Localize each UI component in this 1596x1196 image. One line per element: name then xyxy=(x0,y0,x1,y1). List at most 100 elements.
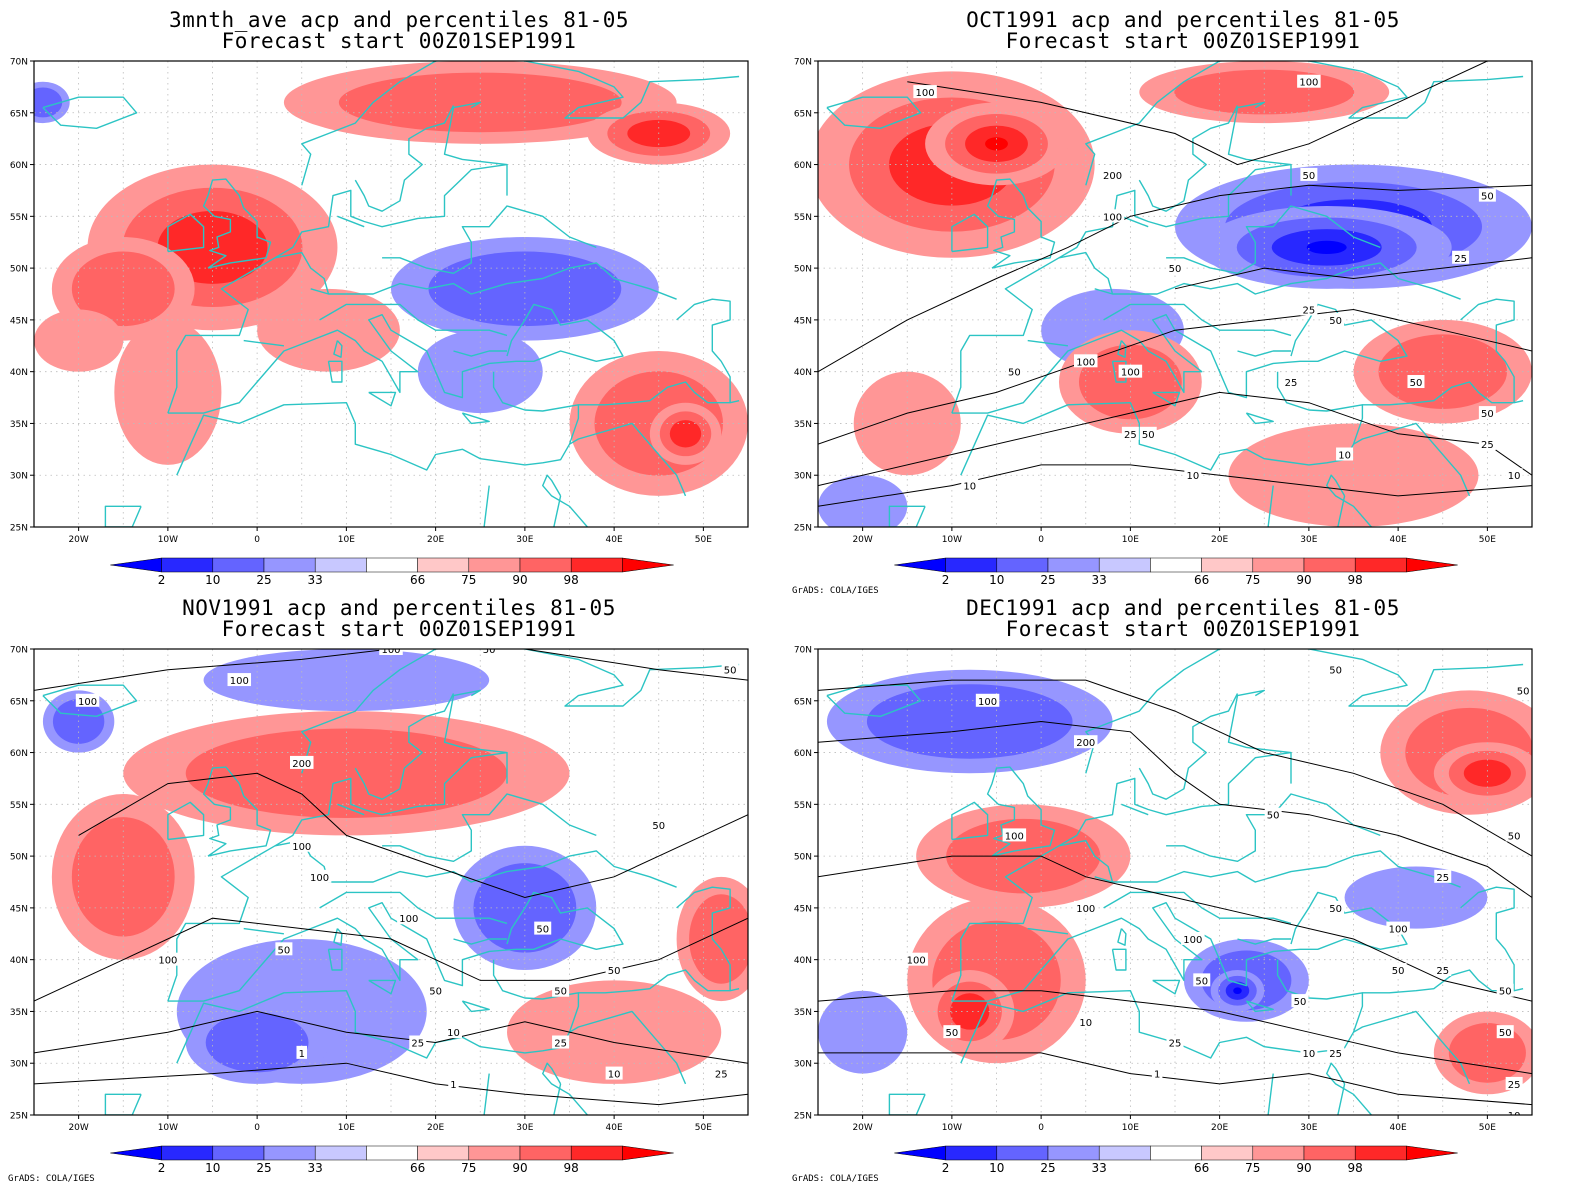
coastline xyxy=(1138,105,1239,212)
contour-label-background xyxy=(913,85,937,99)
colorbar-label: 75 xyxy=(461,1161,476,1175)
coastline xyxy=(461,1000,490,1013)
longitude-tick-label: 30E xyxy=(516,535,533,545)
coastline xyxy=(1362,381,1524,406)
colorbar-swatch xyxy=(314,1145,367,1161)
latitude-tick-label: 70N xyxy=(794,646,812,656)
colorbar-swatch xyxy=(945,557,998,573)
colorbar-label: 98 xyxy=(564,573,579,587)
map-panel: 100 100 200 100 50 50 50 25 25 50 100 100 50 25 50 50 25… xyxy=(784,0,1582,598)
contour-label-background xyxy=(1193,973,1211,987)
contour-label: 50 xyxy=(429,987,442,998)
contour-label-background xyxy=(1327,900,1345,914)
latitude-tick-label: 55N xyxy=(794,801,812,811)
contour-label: 100 xyxy=(230,676,249,687)
contour-label: 50 xyxy=(1303,171,1316,182)
latitude-tick-label: 30N xyxy=(10,472,28,482)
coastline xyxy=(310,850,677,888)
colorbar-label: 90 xyxy=(1296,573,1311,587)
contour-label: 1 xyxy=(299,1049,305,1060)
colorbar-swatch xyxy=(1098,557,1151,573)
coastline xyxy=(1267,1073,1346,1115)
coastline xyxy=(826,684,922,718)
contour-label-background xyxy=(1184,468,1202,482)
colorbar-swatch xyxy=(366,1145,418,1161)
contour-label: 50 xyxy=(1481,192,1494,203)
colorbar-swatch xyxy=(314,557,367,573)
contour-label: 50 xyxy=(724,666,737,677)
contour-label-background xyxy=(1327,1045,1345,1059)
contour-label: 100 xyxy=(78,697,97,708)
longitude-tick-label: 20W xyxy=(68,535,88,545)
contour-label: 25 xyxy=(1303,306,1316,317)
coastline xyxy=(951,801,989,841)
colorbar-swatch xyxy=(110,1145,162,1161)
contour-label-background xyxy=(1005,364,1023,378)
latitude-tick-label: 50N xyxy=(10,265,28,275)
percentile-colorbar: 2 10 25 33 66 75 90 98 xyxy=(894,1145,1458,1175)
dry-anomaly-shading xyxy=(818,990,908,1074)
panel-title: 3mnth_ave acp and percentiles 81-05 xyxy=(168,8,629,32)
latitude-tick-label: 70N xyxy=(10,646,28,656)
contour-label: 25 xyxy=(1285,378,1298,389)
colorbar-swatch xyxy=(1303,557,1356,573)
contour-label: 50 xyxy=(1499,1028,1512,1039)
contour-label: 50 xyxy=(1508,831,1521,842)
contour-label-background xyxy=(1297,74,1321,88)
contour-label: 10 xyxy=(1303,1049,1316,1060)
colorbar-swatch xyxy=(622,557,674,573)
contour-label: 50 xyxy=(1517,686,1530,697)
wet-anomaly-shading xyxy=(507,980,722,1084)
contour-label: 50 xyxy=(1195,976,1208,987)
coastline xyxy=(1058,251,1114,295)
colorbar-label: 98 xyxy=(1348,573,1363,587)
contour-label: 25 xyxy=(1454,254,1467,265)
coastline xyxy=(1138,693,1239,800)
coastline xyxy=(951,213,989,253)
contour-label-background xyxy=(1282,375,1300,389)
coastline xyxy=(382,205,597,274)
precip-contour-line xyxy=(818,679,1532,857)
contour-label-background xyxy=(1434,963,1452,977)
map-panel: 50 50 100 200 50 100 50 25 50 100 100 100 100 50 50 25 5… xyxy=(784,588,1582,1186)
latitude-tick-label: 25N xyxy=(10,1112,28,1122)
contour-label: 50 xyxy=(1267,811,1280,822)
colorbar-swatch xyxy=(519,557,572,573)
longitude-tick-label: 40E xyxy=(1390,535,1407,545)
latitude-tick-label: 65N xyxy=(794,109,812,119)
coastline xyxy=(319,891,508,925)
coastline xyxy=(483,485,562,527)
latitude-tick-label: 60N xyxy=(10,161,28,171)
dry-anomaly-shading xyxy=(34,87,63,118)
coastline xyxy=(960,371,1364,476)
contour-label-background xyxy=(307,869,332,883)
contour-label: 100 xyxy=(916,88,935,99)
colorbar-swatch xyxy=(263,557,316,573)
coastline xyxy=(274,251,330,295)
colorbar-swatch xyxy=(996,557,1049,573)
contour-label: 100 xyxy=(1121,368,1140,379)
longitude-tick-label: 10W xyxy=(158,535,178,545)
colorbar-swatch xyxy=(894,1145,946,1161)
colorbar-label: 66 xyxy=(1194,573,1209,587)
coastline xyxy=(888,1093,926,1115)
wet-anomaly-shading xyxy=(689,894,748,984)
coastline xyxy=(167,891,624,1002)
latitude-tick-label: 40N xyxy=(794,368,812,378)
contour-label-background xyxy=(943,1025,961,1039)
contour-label-background xyxy=(1264,807,1282,821)
colorbar-swatch xyxy=(1252,1145,1305,1161)
coastline xyxy=(1166,205,1381,274)
precip-contour-line xyxy=(818,720,1532,898)
contour-label: 10 xyxy=(447,1028,460,1039)
coastline xyxy=(1237,350,1291,357)
wet-anomaly-shading xyxy=(71,251,175,327)
contour-label-background xyxy=(650,818,668,832)
longitude-tick-label: 20E xyxy=(427,1123,444,1133)
contour-label-background xyxy=(75,693,100,707)
colorbar-swatch xyxy=(1098,1145,1151,1161)
latitude-tick-label: 30N xyxy=(794,472,812,482)
latitude-tick-label: 60N xyxy=(794,749,812,759)
contour-label: 50 xyxy=(1142,430,1155,441)
